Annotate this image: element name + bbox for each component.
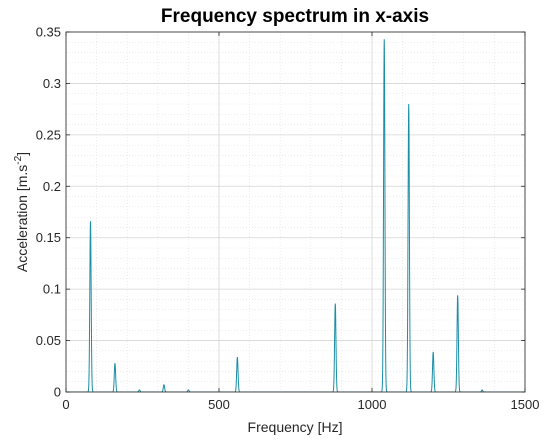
y-tick-label: 0.3	[43, 76, 61, 91]
y-axis-label-exponent: -2	[13, 155, 24, 164]
y-tick-labels: 0 0.05 0.1 0.15 0.2 0.25 0.3 0.35	[36, 25, 61, 400]
x-tick-labels: 0 500 1000 1500	[62, 397, 539, 412]
y-tick-label: 0.25	[36, 127, 61, 142]
y-tick-label: 0.1	[43, 282, 61, 297]
plot-area-border	[65, 31, 526, 393]
y-tick-label: 0.35	[36, 25, 61, 40]
series-layer	[66, 39, 525, 392]
y-tick-label: 0.15	[36, 230, 61, 245]
chart-title: Frequency spectrum in x-axis	[161, 6, 429, 27]
y-axis-label-suffix: ]	[14, 152, 30, 156]
x-tick-label: 500	[208, 397, 230, 412]
y-axis-label-main: Acceleration [m.s	[14, 165, 30, 272]
y-tick-label: 0.2	[43, 179, 61, 194]
x-tick-label: 0	[62, 397, 69, 412]
tick-marks	[65, 31, 526, 393]
y-tick-label: 0.05	[36, 333, 61, 348]
x-tick-label: 1000	[358, 397, 387, 412]
minor-grid	[66, 32, 525, 392]
y-axis-label: Acceleration [m.s-2]	[13, 152, 30, 272]
x-axis-label: Frequency [Hz]	[248, 419, 343, 435]
x-tick-label: 1500	[511, 397, 540, 412]
y-tick-label: 0	[54, 385, 61, 400]
